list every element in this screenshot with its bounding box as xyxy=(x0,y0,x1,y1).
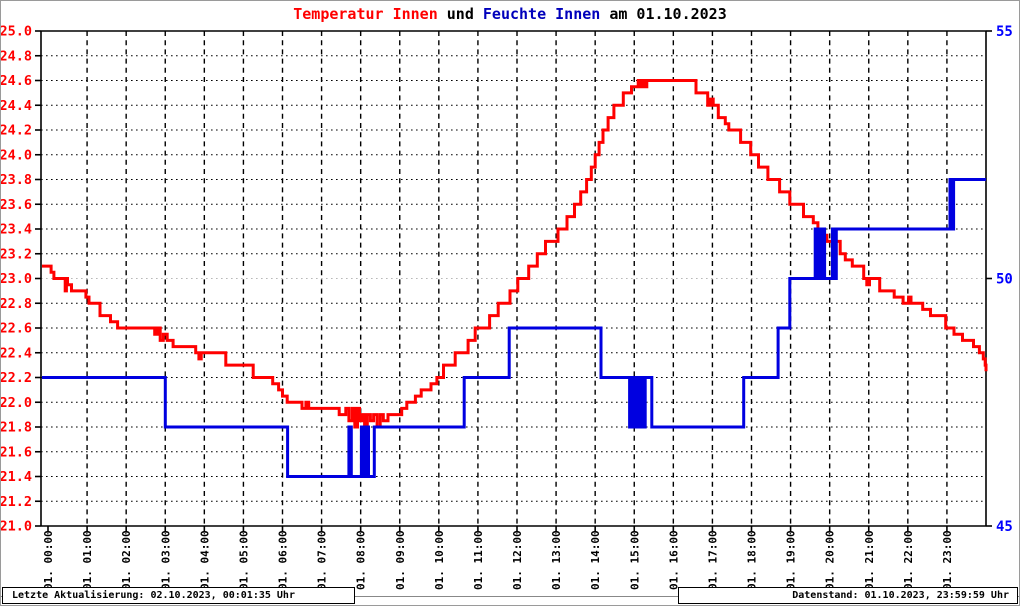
x-tick-label: 01. 23:00 xyxy=(941,530,954,590)
title-segment-2: Feuchte Innen xyxy=(482,5,601,23)
y-left-tick-label: 22.6 xyxy=(1,321,32,337)
y-left-tick-label: 23.0 xyxy=(1,271,32,287)
humidity-series-line xyxy=(42,178,986,478)
x-tick-label: 01. 11:00 xyxy=(472,530,485,590)
y-left-tick-label: 22.2 xyxy=(1,370,32,386)
y-left-tick-label: 24.4 xyxy=(1,98,32,114)
x-tick-label: 01. 01:00 xyxy=(81,530,94,590)
y-left-tick-label: 24.2 xyxy=(1,123,32,139)
x-tick-label: 01. 21:00 xyxy=(863,530,876,590)
y-left-tick-label: 24.8 xyxy=(1,48,32,64)
x-tick-label: 01. 14:00 xyxy=(589,530,602,590)
y-left-ticks-and-labels: 25.0 24.8 24.6 24.4 24.2 24.0 23.8 23.6 23.4 23.2… xyxy=(1,24,41,535)
x-tick-label: 01. 18:00 xyxy=(746,530,759,590)
y-left-tick-label: 21.0 xyxy=(1,519,32,535)
x-tick-label: 01. 17:00 xyxy=(706,530,719,590)
x-tick-label: 01. 22:00 xyxy=(902,530,915,590)
y-left-tick-label: 22.8 xyxy=(1,296,32,312)
temperature-series-line xyxy=(42,79,988,429)
x-ticks-and-labels: 01. 00:00 01. 01:00 01. 02:00 01. 03:00 01. … xyxy=(42,526,954,590)
x-tick-label: 01. 10:00 xyxy=(433,530,446,590)
y-left-tick-label: 22.4 xyxy=(1,345,32,361)
x-tick-label: 01. 09:00 xyxy=(394,530,407,590)
y-left-tick-label: 23.2 xyxy=(1,246,32,262)
y-left-tick-label: 21.2 xyxy=(1,494,32,510)
x-tick-label: 01. 12:00 xyxy=(511,530,524,590)
x-tick-label: 01. 19:00 xyxy=(785,530,798,590)
y-left-tick-label: 24.6 xyxy=(1,73,32,89)
x-tick-label: 01. 06:00 xyxy=(277,530,290,590)
title-segment-1: und xyxy=(437,5,483,23)
x-tick-label: 01. 07:00 xyxy=(316,530,329,590)
y-right-tick-label: 50 xyxy=(996,272,1013,288)
last-update-statusbar: Letzte Aktualisierung: 02.10.2023, 00:01… xyxy=(2,587,355,604)
y-left-tick-label: 21.4 xyxy=(1,469,32,485)
x-tick-label: 01. 05:00 xyxy=(237,530,250,590)
y-left-tick-label: 25.0 xyxy=(1,24,32,40)
x-tick-label: 01. 13:00 xyxy=(550,530,563,590)
y-right-tick-label: 55 xyxy=(996,24,1013,40)
footer-divider-line xyxy=(1,596,1019,597)
x-tick-label: 01. 08:00 xyxy=(355,530,368,590)
y-right-ticks-and-labels: 55 50 45 xyxy=(986,24,1013,535)
x-tick-label: 01. 16:00 xyxy=(667,530,680,590)
x-tick-label: 01. 20:00 xyxy=(824,530,837,590)
x-tick-label: 01. 15:00 xyxy=(628,530,641,590)
y-left-tick-label: 23.6 xyxy=(1,197,32,213)
gridlines xyxy=(41,31,986,526)
title-segment-3: am 01.10.2023 xyxy=(600,5,727,23)
y-left-tick-label: 21.6 xyxy=(1,444,32,460)
x-tick-label: 01. 02:00 xyxy=(120,530,133,590)
y-right-tick-label: 45 xyxy=(996,519,1013,535)
y-left-tick-label: 24.0 xyxy=(1,147,32,163)
x-tick-label: 01. 04:00 xyxy=(198,530,211,590)
x-tick-label: 01. 00:00 xyxy=(42,530,55,590)
y-left-tick-label: 23.8 xyxy=(1,172,32,188)
y-left-tick-label: 21.8 xyxy=(1,420,32,436)
chart-title: Temperatur Innen und Feuchte Innen am 01… xyxy=(1,5,1019,23)
plot-frame xyxy=(40,30,987,527)
x-tick-label: 01. 03:00 xyxy=(159,530,172,590)
y-left-tick-label: 22.0 xyxy=(1,395,32,411)
data-timestamp-statusbar: Datenstand: 01.10.2023, 23:59:59 Uhr xyxy=(678,587,1018,604)
title-segment-0: Temperatur Innen xyxy=(293,5,438,23)
y-left-tick-label: 23.4 xyxy=(1,222,32,238)
